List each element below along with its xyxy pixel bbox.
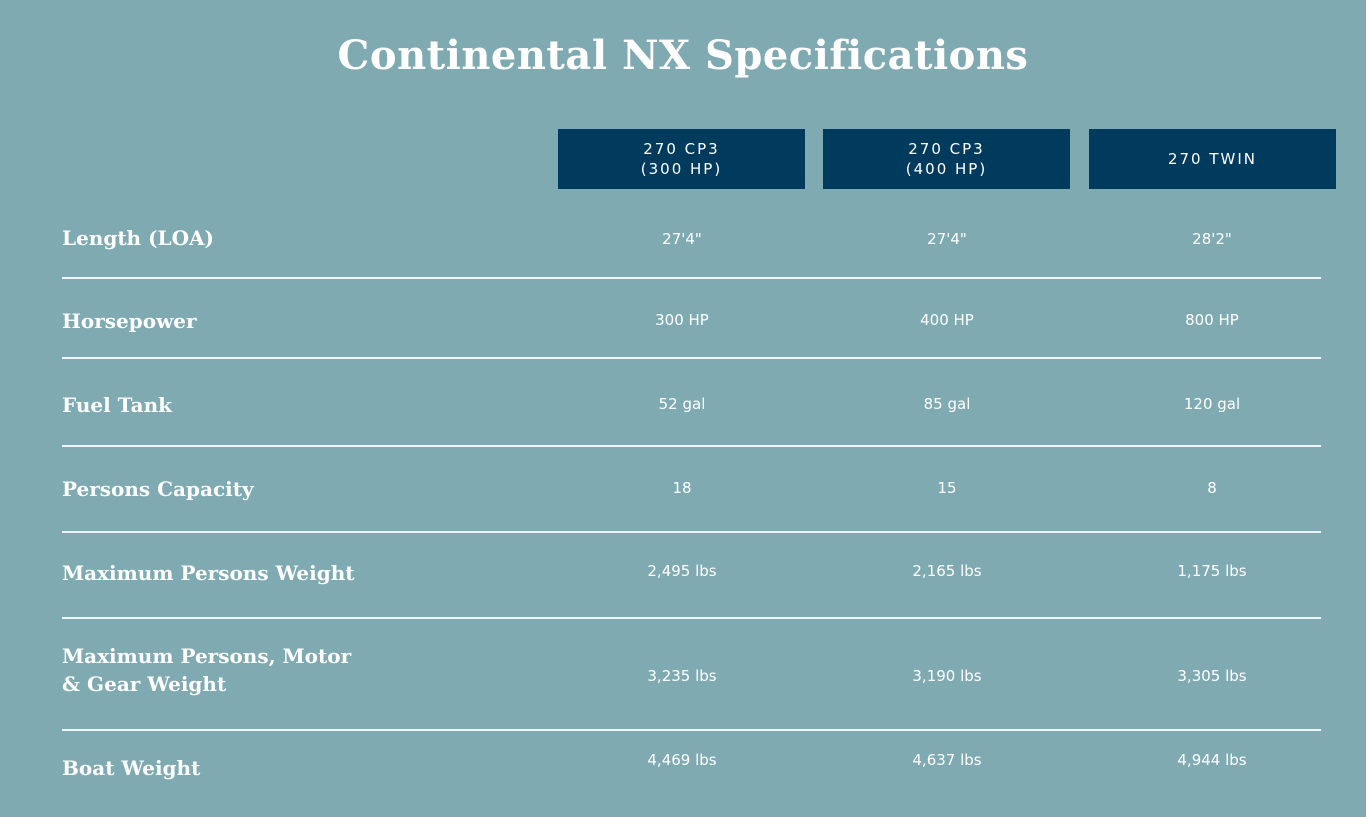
row-label: Fuel Tank <box>62 393 172 417</box>
table-cell: 400 HP <box>920 311 974 329</box>
table-cell: 3,305 lbs <box>1177 667 1247 685</box>
table-cell: 28'2" <box>1192 230 1232 248</box>
table-cell: 300 HP <box>655 311 709 329</box>
table-cell: 4,944 lbs <box>1177 751 1247 769</box>
table-cell: 3,190 lbs <box>912 667 982 685</box>
row-divider <box>62 357 1321 359</box>
table-cell: 120 gal <box>1183 395 1241 413</box>
row-label: Horsepower <box>62 309 197 333</box>
row-divider <box>62 729 1321 731</box>
table-cell: 85 gal <box>923 395 971 413</box>
row-label: Maximum Persons, Motor & Gear Weight <box>62 644 352 696</box>
row-label: Boat Weight <box>62 756 201 780</box>
page-title: Continental NX Specifications <box>337 32 1029 79</box>
table-cell: 2,495 lbs <box>647 562 717 580</box>
table-cell: 3,235 lbs <box>647 667 717 685</box>
column-header: 270 CP3 (300 HP) <box>558 129 805 189</box>
table-cell: 15 <box>937 479 957 497</box>
table-cell: 8 <box>1207 479 1217 497</box>
row-divider <box>62 277 1321 279</box>
table-cell: 18 <box>672 479 692 497</box>
row-label: Length (LOA) <box>62 226 214 250</box>
table-cell: 2,165 lbs <box>912 562 982 580</box>
table-cell: 27'4" <box>662 230 702 248</box>
row-label: Maximum Persons Weight <box>62 561 355 585</box>
table-cell: 800 HP <box>1185 311 1239 329</box>
row-divider <box>62 531 1321 533</box>
table-cell: 4,637 lbs <box>912 751 982 769</box>
column-header: 270 CP3 (400 HP) <box>823 129 1070 189</box>
column-header: 270 TWIN <box>1089 129 1336 189</box>
table-cell: 52 gal <box>658 395 706 413</box>
table-cell: 4,469 lbs <box>647 751 717 769</box>
row-divider <box>62 617 1321 619</box>
row-label: Persons Capacity <box>62 477 254 501</box>
table-cell: 1,175 lbs <box>1177 562 1247 580</box>
table-cell: 27'4" <box>927 230 967 248</box>
row-divider <box>62 445 1321 447</box>
